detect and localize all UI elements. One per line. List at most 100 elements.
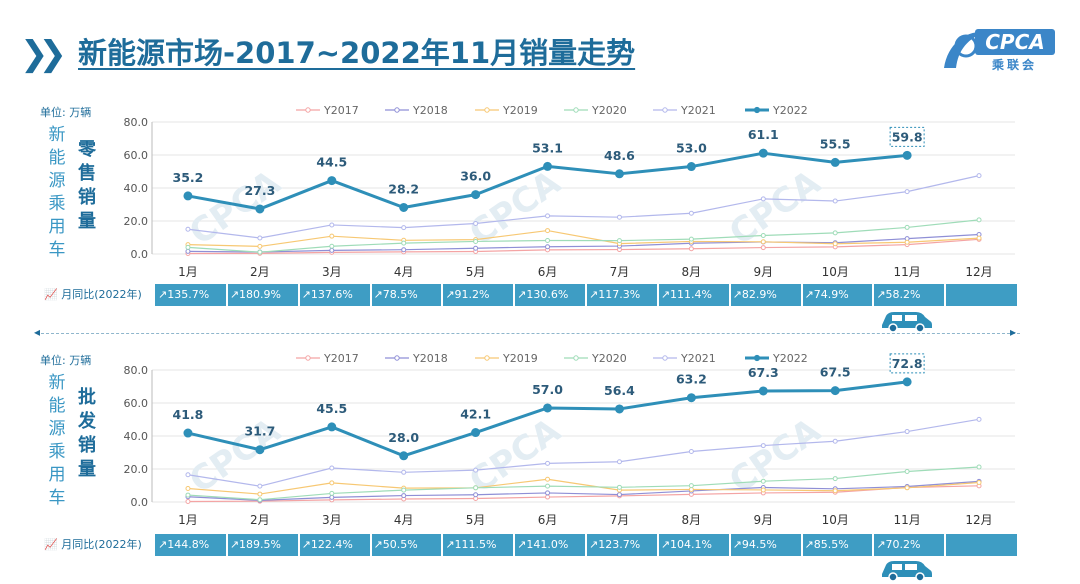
title-chevron-icon: ❯❯: [20, 34, 67, 74]
data-point: [257, 243, 263, 249]
y-tick-label: 20.0: [124, 463, 149, 476]
yoy-separator: [585, 284, 587, 306]
data-label: 61.1: [748, 127, 779, 142]
yoy-separator: [225, 284, 228, 306]
data-point: [686, 393, 696, 403]
data-point: [832, 488, 838, 494]
data-point: [616, 484, 622, 490]
data-point: [688, 210, 694, 216]
yoy-separator: [800, 284, 803, 306]
data-point: [832, 230, 838, 236]
legend-marker: [662, 107, 668, 113]
data-point: [976, 173, 982, 179]
series-line-y2017: [187, 238, 980, 255]
x-tick-label: 5月: [466, 513, 486, 527]
x-tick-label: 4月: [394, 265, 414, 279]
yoy-separator: [369, 534, 372, 556]
legend-label: Y2022: [772, 104, 808, 117]
data-point: [257, 249, 263, 255]
data-point: [185, 248, 191, 254]
yoy-separator: [872, 534, 875, 556]
data-point: [257, 235, 263, 241]
data-point: [976, 217, 982, 223]
data-point: [545, 476, 551, 482]
legend-marker: [305, 107, 311, 113]
yoy-bar-wholesale: ↗144.8% ↗189.5% ↗122.4% ↗50.5% ↗111.5% ↗141.0…: [155, 534, 1017, 556]
data-point: [688, 246, 694, 252]
yoy-separator: [513, 534, 516, 556]
data-point: [830, 157, 840, 167]
yoy-cell: ↗130.6%: [517, 288, 569, 301]
yoy-cell: ↗180.9%: [229, 288, 281, 301]
legend-label: Y2020: [591, 104, 627, 117]
data-point: [614, 169, 624, 179]
highlight-box: [889, 126, 925, 147]
y-tick-label: 0.0: [131, 496, 149, 509]
data-point: [473, 485, 479, 491]
x-tick-label: 11月: [893, 265, 920, 279]
legend-item: Y2017: [296, 104, 359, 117]
data-point: [545, 483, 551, 489]
data-point: [257, 491, 263, 497]
yoy-cell: ↗135.7%: [158, 288, 210, 301]
data-point: [255, 204, 265, 214]
data-point: [832, 438, 838, 444]
legend-item: Y2018: [385, 352, 448, 365]
y-tick-label: 0.0: [131, 248, 149, 261]
logo-swoosh-icon: [944, 31, 986, 68]
data-point: [473, 220, 479, 226]
series-line-y2017: [187, 485, 980, 503]
data-point: [904, 485, 910, 491]
data-label: 28.2: [388, 181, 419, 196]
data-point: [758, 386, 768, 396]
legend-label: Y2019: [502, 352, 538, 365]
yoy-cell: ↗58.2%: [876, 288, 921, 301]
series-line-y2021: [187, 175, 980, 239]
series-line-y2021: [187, 418, 980, 487]
yoy-cell: ↗50.5%: [373, 538, 418, 551]
data-point: [543, 161, 553, 171]
legend-label: Y2017: [323, 104, 359, 117]
legend-item: Y2017: [296, 352, 359, 365]
legend-item: Y2020: [564, 352, 627, 365]
data-point: [399, 451, 409, 461]
y-tick-label: 80.0: [124, 364, 149, 377]
yoy-cell: ↗74.9%: [804, 288, 849, 301]
side-label-vehicle-retail: 新能源乘用车: [48, 125, 66, 260]
legend-marker: [753, 354, 761, 362]
x-tick-label: 10月: [822, 513, 849, 527]
data-point: [688, 236, 694, 242]
data-point: [904, 429, 910, 435]
data-point: [185, 485, 191, 491]
watermark-logo: CPCA: [722, 162, 828, 253]
y-tick-label: 40.0: [124, 430, 149, 443]
yoy-bar-retail: ↗135.7% ↗180.9% ↗137.6% ↗78.5% ↗91.2% ↗130.6%…: [155, 284, 1017, 306]
legend-label: Y2018: [412, 352, 448, 365]
data-point: [760, 245, 766, 251]
yoy-cell: ↗137.6%: [301, 288, 353, 301]
data-point: [401, 493, 407, 499]
data-point: [545, 228, 551, 234]
yoy-cell: ↗82.9%: [732, 288, 777, 301]
data-point: [401, 469, 407, 475]
data-point: [401, 247, 407, 253]
data-point: [401, 487, 407, 493]
data-point: [976, 235, 982, 241]
data-point: [545, 237, 551, 243]
data-point: [185, 244, 191, 250]
yoy-cell: ↗70.2%: [876, 538, 921, 551]
data-point: [327, 176, 337, 186]
series-line-y2018: [187, 480, 980, 501]
x-tick-label: 8月: [682, 265, 702, 279]
yoy-cell: ↗117.3%: [589, 288, 641, 301]
yoy-cell: ↗111.5%: [445, 538, 497, 551]
data-label: 55.5: [820, 136, 851, 151]
x-tick-label: 7月: [610, 265, 630, 279]
data-point: [473, 467, 479, 473]
legend-item: Y2019: [475, 104, 538, 117]
yoy-cell: ↗91.2%: [445, 288, 490, 301]
data-point: [399, 202, 409, 212]
data-point: [688, 483, 694, 489]
unit-label-retail: 单位: 万辆: [40, 106, 92, 119]
logo-text: CPCA: [975, 29, 1055, 55]
